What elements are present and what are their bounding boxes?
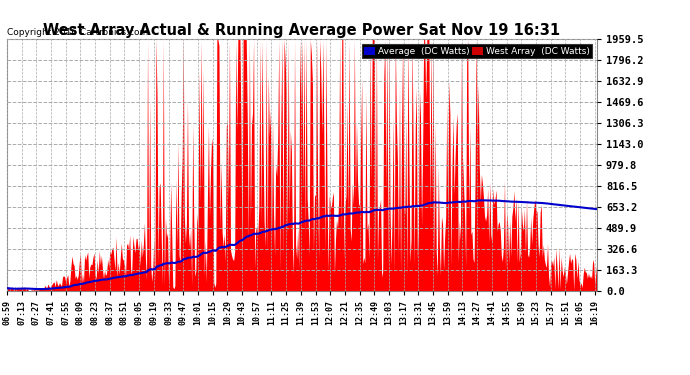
Title: West Array Actual & Running Average Power Sat Nov 19 16:31: West Array Actual & Running Average Powe… [43, 23, 560, 38]
Text: Copyright 2016 Cartronics.com: Copyright 2016 Cartronics.com [7, 28, 148, 37]
Legend: Average  (DC Watts), West Array  (DC Watts): Average (DC Watts), West Array (DC Watts… [362, 44, 592, 58]
